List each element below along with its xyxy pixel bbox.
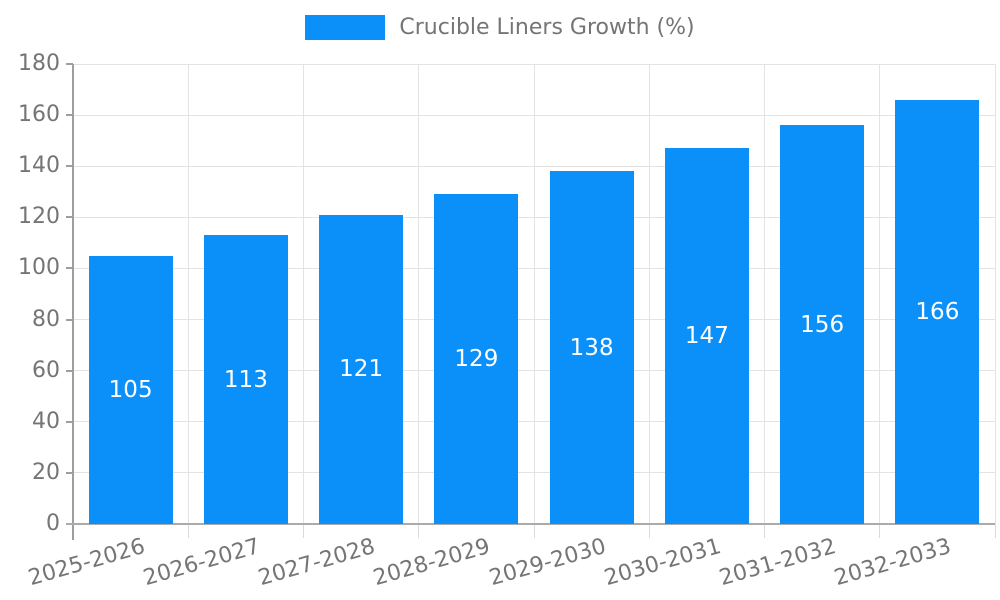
y-axis-tick: [66, 114, 73, 117]
bar-value-label: 105: [108, 376, 153, 403]
bar[interactable]: [664, 148, 749, 524]
v-gridline: [533, 64, 535, 524]
v-gridline: [187, 64, 189, 524]
x-axis-tick: [303, 524, 304, 538]
y-tick-label: 140: [18, 153, 60, 179]
y-tick-label: 20: [32, 459, 60, 485]
legend-item-crucible-liners-growth[interactable]: Crucible Liners Growth (%): [305, 15, 695, 40]
x-axis-tick: [533, 524, 535, 538]
bar-value-label: 147: [684, 323, 729, 350]
chart-legend: Crucible Liners Growth (%): [0, 15, 1000, 40]
x-axis-tick: [418, 524, 420, 538]
x-tick-label: 2029-2030: [486, 534, 609, 592]
y-axis-tick: [66, 471, 73, 474]
bar[interactable]: [549, 171, 634, 524]
bar-value-label: 138: [569, 334, 614, 361]
y-tick-label: 0: [46, 511, 60, 536]
x-tick-label: 2028-2029: [371, 534, 494, 592]
v-gridline: [648, 64, 650, 524]
bar-value-label: 166: [915, 298, 960, 325]
y-tick-label: 80: [32, 306, 60, 332]
x-tick-label: 2030-2031: [601, 534, 724, 592]
x-axis-tick: [764, 524, 765, 538]
x-axis-tick: [879, 524, 881, 538]
v-gridline: [764, 64, 765, 524]
y-tick-label: 60: [32, 357, 60, 383]
x-tick-label: 2025-2026: [25, 534, 148, 592]
bar[interactable]: [895, 99, 980, 524]
y-tick-label: 100: [18, 255, 60, 281]
v-gridline: [303, 64, 304, 524]
bar[interactable]: [780, 125, 865, 524]
legend-swatch: [305, 15, 386, 40]
x-tick-label: 2027-2028: [255, 534, 379, 592]
y-axis-tick: [66, 63, 73, 65]
bar[interactable]: [319, 214, 404, 524]
y-tick-label: 160: [18, 102, 60, 128]
x-tick-label: 2026-2027: [140, 534, 263, 592]
y-tick-label: 180: [18, 51, 60, 76]
v-gridline: [418, 64, 420, 524]
y-axis-tick: [66, 165, 73, 168]
y-axis-tick: [66, 420, 73, 423]
x-axis-tick: [648, 524, 650, 538]
x-axis-tick: [187, 524, 189, 538]
bar[interactable]: [203, 235, 288, 524]
x-axis-line: [66, 523, 995, 525]
y-tick-label: 120: [18, 204, 60, 230]
bar-value-label: 156: [800, 311, 845, 338]
y-tick-label: 40: [32, 408, 60, 434]
bar-value-label: 129: [454, 346, 499, 373]
bar[interactable]: [434, 194, 519, 524]
y-axis-tick: [66, 369, 73, 372]
y-axis-tick: [66, 216, 73, 219]
y-axis-line: [72, 64, 74, 540]
v-gridline: [994, 64, 996, 524]
y-axis-tick: [66, 267, 73, 270]
y-axis-tick: [66, 318, 73, 321]
x-tick-label: 2031-2032: [716, 534, 840, 592]
x-axis-tick: [994, 524, 996, 538]
bar[interactable]: [88, 255, 173, 524]
bar-value-label: 113: [223, 366, 268, 393]
x-tick-label: 2032-2033: [832, 534, 955, 592]
legend-label: Crucible Liners Growth (%): [399, 15, 695, 40]
bar-value-label: 121: [339, 356, 384, 383]
v-gridline: [879, 64, 881, 524]
